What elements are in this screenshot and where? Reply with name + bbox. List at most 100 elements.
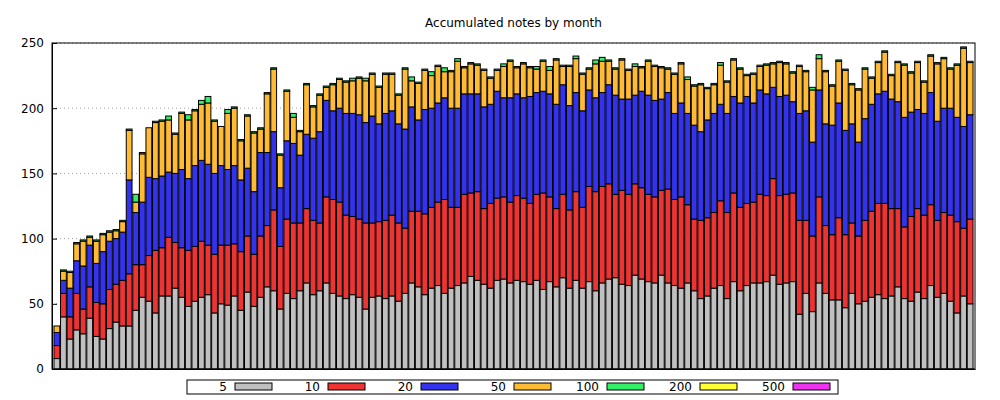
legend-swatch <box>700 383 737 390</box>
bar-segment <box>501 279 507 369</box>
bar-segment <box>586 67 592 68</box>
bar-segment <box>336 78 342 79</box>
bar-segment <box>396 93 402 94</box>
bar-segment <box>153 121 159 122</box>
bar-segment <box>829 86 835 125</box>
bar-segment <box>363 78 369 79</box>
bar-segment <box>251 254 257 306</box>
bar-segment <box>159 296 165 369</box>
bar-segment <box>875 203 881 294</box>
bar-segment <box>369 72 375 73</box>
bar-segment <box>461 283 467 369</box>
bar-segment <box>61 293 67 316</box>
bar-segment <box>606 279 612 369</box>
bar-segment <box>816 90 822 197</box>
bar-segment <box>218 126 224 165</box>
bar-segment <box>369 72 375 73</box>
bar-segment <box>790 71 796 72</box>
bar-segment <box>317 132 323 223</box>
bar-segment <box>928 54 934 55</box>
bar-segment <box>678 197 684 288</box>
bar-segment <box>921 81 927 82</box>
bar-segment <box>199 100 205 101</box>
bar-segment <box>534 93 540 195</box>
bar-segment <box>468 62 474 63</box>
bar-segment <box>448 70 454 71</box>
bar-segment <box>882 299 888 369</box>
bar-segment <box>888 209 894 296</box>
bar-segment <box>862 67 868 68</box>
bar-segment <box>159 176 165 248</box>
bar-segment <box>428 207 434 288</box>
bar-segment <box>133 213 139 265</box>
bar-segment <box>842 69 848 70</box>
bar-segment <box>199 160 205 241</box>
bar-segment <box>146 128 152 178</box>
bar-segment <box>514 66 520 67</box>
bar-segment <box>205 96 211 97</box>
bar-segment <box>172 134 178 173</box>
bar-segment <box>961 47 967 48</box>
bar-segment <box>606 60 612 61</box>
bar-segment <box>356 115 362 219</box>
bar-segment <box>921 113 927 215</box>
bar-segment <box>895 61 901 62</box>
bar-segment <box>304 85 310 135</box>
bar-segment <box>468 62 474 63</box>
bar-segment <box>757 65 763 66</box>
bar-segment <box>343 113 349 215</box>
bar-segment <box>586 68 592 69</box>
bar-segment <box>593 291 599 369</box>
bar-segment <box>534 194 540 280</box>
bar-segment <box>823 226 829 294</box>
bar-segment <box>113 322 119 369</box>
bar-segment <box>231 108 237 165</box>
bar-segment <box>836 103 842 218</box>
bar-segment <box>461 66 467 67</box>
bar-segment <box>810 312 816 369</box>
bar-segment <box>810 87 816 88</box>
bar-segment <box>192 301 198 369</box>
bar-segment <box>619 60 625 99</box>
legend-box <box>187 380 838 394</box>
bar-segment <box>422 214 428 295</box>
bar-segment <box>612 67 618 68</box>
bar-segment <box>133 202 139 212</box>
bar-segment <box>790 71 796 72</box>
bar-segment <box>166 120 172 172</box>
bar-segment <box>113 229 119 230</box>
bar-segment <box>80 239 86 240</box>
bar-segment <box>179 112 185 113</box>
bar-segment <box>343 299 349 369</box>
bar-segment <box>139 154 145 202</box>
bar-segment <box>645 59 651 60</box>
bar-segment <box>566 288 572 369</box>
bar-segment <box>619 58 625 59</box>
bar-segment <box>231 166 237 244</box>
bar-segment <box>153 250 159 313</box>
bar-segment <box>796 65 802 66</box>
bar-segment <box>238 139 244 140</box>
bar-segment <box>323 86 329 87</box>
bar-segment <box>139 202 145 265</box>
bar-segment <box>606 184 612 279</box>
y-tick: 100 <box>21 232 57 246</box>
bar-segment <box>422 70 428 109</box>
bar-segment <box>185 120 191 179</box>
bar-segment <box>685 77 691 80</box>
bar-segment <box>166 116 172 117</box>
bar-segment <box>829 84 835 85</box>
bar-segment <box>179 112 185 113</box>
bar-segment <box>448 108 454 207</box>
bar-segment <box>107 241 113 289</box>
bar-segment <box>494 91 500 198</box>
bar-segment <box>389 296 395 369</box>
bar-segment <box>685 76 691 77</box>
bar-segment <box>212 254 218 313</box>
bar-segment <box>750 72 756 73</box>
y-tick-label: 100 <box>21 232 44 246</box>
bar-segment <box>553 58 559 59</box>
bar-segment <box>869 76 875 77</box>
bar-segment <box>678 63 684 64</box>
bar-segment <box>724 80 730 81</box>
